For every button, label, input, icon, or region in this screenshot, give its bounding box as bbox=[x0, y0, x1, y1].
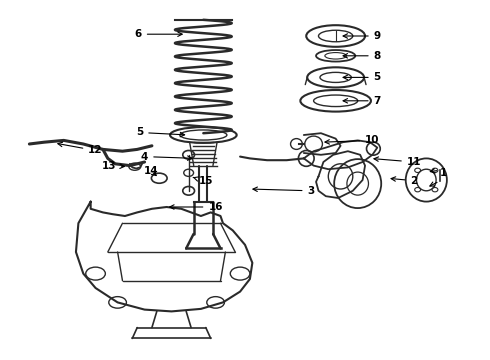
Text: 16: 16 bbox=[170, 202, 223, 212]
Text: 7: 7 bbox=[343, 96, 381, 106]
Text: 8: 8 bbox=[343, 51, 381, 61]
Text: 6: 6 bbox=[135, 29, 182, 39]
Text: 5: 5 bbox=[343, 72, 381, 82]
Text: 4: 4 bbox=[141, 152, 192, 162]
Text: 11: 11 bbox=[374, 157, 421, 167]
Text: 10: 10 bbox=[325, 135, 380, 145]
Text: 12: 12 bbox=[58, 142, 103, 156]
Text: 2: 2 bbox=[391, 176, 417, 186]
Text: 5: 5 bbox=[136, 127, 185, 138]
Text: 9: 9 bbox=[343, 31, 381, 41]
Text: 13: 13 bbox=[101, 161, 124, 171]
Text: 15: 15 bbox=[193, 176, 213, 186]
Text: 14: 14 bbox=[144, 166, 158, 176]
Text: 3: 3 bbox=[253, 186, 315, 196]
Text: 1: 1 bbox=[440, 168, 447, 178]
